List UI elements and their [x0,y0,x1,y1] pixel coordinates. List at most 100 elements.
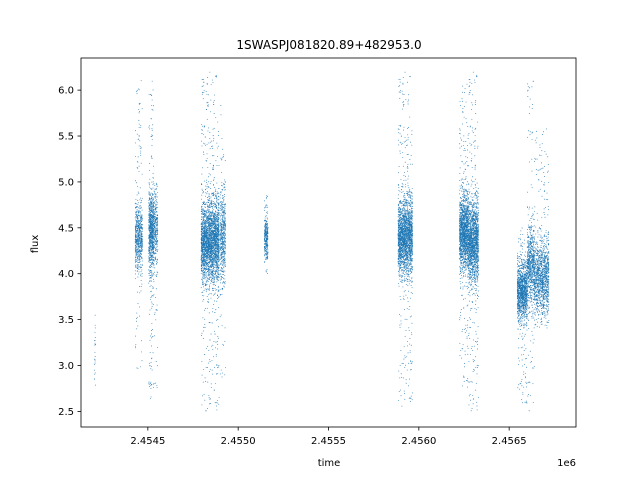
data-point [216,236,217,238]
data-point [202,228,204,230]
data-point [210,225,212,226]
data-point [207,259,209,261]
data-point [204,224,206,225]
data-point [149,277,151,278]
data-point [152,288,154,289]
data-point [152,236,154,238]
data-point [202,85,204,87]
data-point [140,244,142,246]
data-point [215,270,217,271]
data-point [138,268,140,270]
data-point [136,209,138,211]
data-point [135,230,137,232]
data-point [139,232,141,234]
data-point [204,326,206,328]
data-point [205,256,207,258]
data-point [141,209,143,211]
data-point [201,233,203,235]
data-point [148,237,150,239]
data-point [202,218,204,220]
data-point [150,208,152,210]
data-point [210,282,212,284]
data-point [138,212,139,214]
data-point [222,219,224,221]
data-point [149,178,151,180]
data-point [206,258,208,259]
data-point [210,199,212,201]
data-point [202,300,204,302]
data-point [201,236,203,238]
data-point [135,232,137,234]
data-point [205,259,207,261]
data-point [141,147,143,149]
data-point [207,366,209,368]
data-point [204,277,205,279]
data-point [204,213,205,215]
data-point [208,233,210,235]
data-point [200,222,202,224]
data-point [203,238,205,240]
data-point [214,197,216,199]
data-point [151,329,153,331]
data-point [148,182,150,184]
data-point [217,134,219,136]
data-point [210,277,212,279]
data-point [148,215,150,216]
data-point [215,246,217,248]
data-point [140,227,141,229]
data-point [217,294,218,296]
data-point [203,289,205,291]
data-point [206,229,208,231]
data-point [212,225,214,227]
data-point [135,213,137,215]
data-point [205,211,207,213]
data-point [152,259,154,261]
data-point [153,259,155,261]
data-point [134,239,136,241]
data-point [140,366,142,368]
data-point [201,248,203,250]
data-point [208,226,210,228]
data-point [213,268,215,270]
data-point [208,322,210,323]
data-point [209,230,211,232]
data-point [200,265,202,267]
data-point [152,336,154,338]
data-point [140,264,142,266]
data-point [136,254,138,255]
data-point [217,249,219,250]
data-point [140,240,142,242]
data-points-layer [94,71,550,412]
data-point [217,252,219,254]
data-point [212,220,213,222]
data-point [221,212,223,213]
data-point [137,264,139,265]
data-point [215,235,217,237]
data-point [203,201,205,203]
data-point [136,160,138,162]
data-point [137,199,139,201]
data-point [134,248,136,250]
data-point [94,356,96,357]
data-point [201,236,203,237]
data-point [201,234,203,236]
data-point [215,212,217,214]
data-point [211,277,213,279]
data-point [156,242,158,244]
data-point [217,230,219,232]
data-point [208,242,210,244]
data-point [151,233,153,235]
data-point [224,283,226,285]
data-point [221,185,223,187]
data-point [152,208,154,210]
data-point [202,381,204,383]
data-point [152,246,154,248]
data-point [207,264,209,266]
data-point [221,158,223,160]
data-point [215,240,217,241]
data-point [219,373,221,375]
data-point [202,255,204,257]
data-point [152,272,154,274]
data-point [151,99,153,101]
data-point [212,254,214,256]
